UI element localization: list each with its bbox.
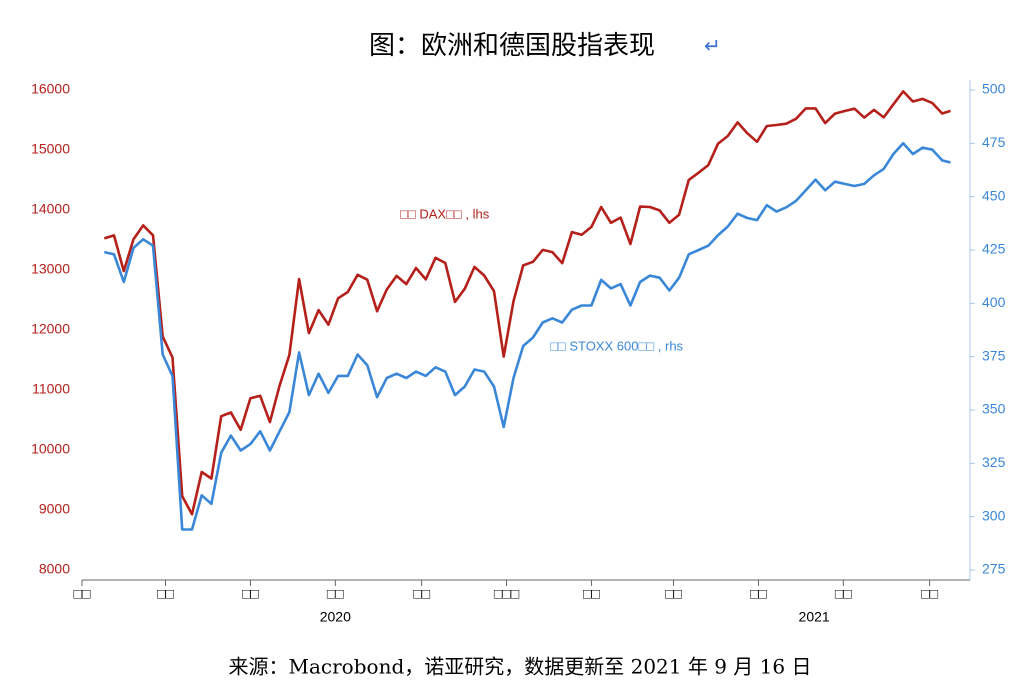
y-tick-label: 13000 — [31, 261, 70, 277]
return-mark: ↵ — [704, 34, 721, 58]
y2-tick-label: 275 — [982, 561, 1006, 577]
series-line — [103, 90, 951, 516]
year-label: 2021 — [799, 609, 830, 625]
y2-tick-label: 350 — [982, 401, 1006, 417]
y2-tick-label: 300 — [982, 507, 1006, 523]
x-tick-label: □□ — [921, 586, 938, 602]
x-tick-label: □□ — [157, 586, 174, 602]
x-tick-label: □□ — [74, 586, 91, 602]
y-tick-label: 15000 — [31, 141, 70, 157]
y-tick-label: 16000 — [31, 81, 70, 97]
x-tick-label: □□□ — [494, 586, 520, 602]
y2-tick-label: 475 — [982, 134, 1006, 150]
x-tick-label: □□ — [242, 586, 259, 602]
x-tick-label: □□ — [750, 586, 767, 602]
y2-tick-label: 375 — [982, 347, 1006, 363]
y-tick-label: 9000 — [39, 501, 70, 517]
y2-tick-label: 500 — [982, 81, 1006, 97]
y2-tick-label: 400 — [982, 294, 1006, 310]
x-tick-label: □□ — [413, 586, 430, 602]
y2-tick-label: 450 — [982, 187, 1006, 203]
y-tick-label: 11000 — [32, 381, 70, 397]
y-tick-label: 10000 — [31, 441, 70, 457]
x-tick-label: □□ — [835, 586, 852, 602]
y2-tick-label: 325 — [982, 454, 1006, 470]
chart-title: 图：欧洲和德国股指表现 — [369, 31, 655, 61]
x-tick-label: □□ — [583, 586, 600, 602]
y2-tick-label: 425 — [982, 241, 1006, 257]
year-label: 2020 — [320, 609, 351, 625]
legend-label: □□ DAX□□ , lhs — [400, 206, 490, 221]
y-tick-label: 12000 — [31, 321, 70, 337]
source-note: 来源：Macrobond，诺亚研究，数据更新至 2021 年 9 月 16 日 — [229, 655, 812, 679]
y-tick-label: 14000 — [31, 201, 70, 217]
x-tick-label: □□ — [665, 586, 682, 602]
y-tick-label: 8000 — [39, 561, 70, 577]
x-tick-label: □□ — [327, 586, 344, 602]
legend-label: □□ STOXX 600□□ , rhs — [550, 338, 684, 353]
series-line — [104, 142, 951, 531]
